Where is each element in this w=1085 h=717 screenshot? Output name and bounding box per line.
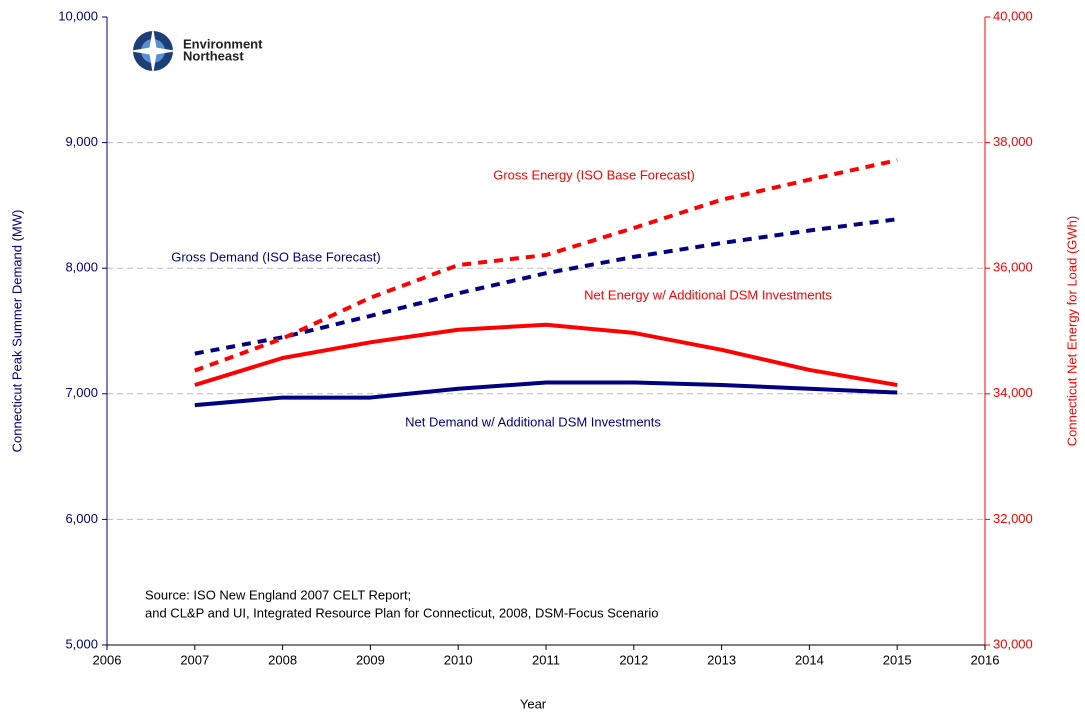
annotation: Net Demand w/ Additional DSM Investments bbox=[405, 414, 661, 429]
x-tick-label: 2015 bbox=[883, 652, 912, 667]
logo-icon bbox=[129, 47, 177, 55]
y2-tick-label: 30,000 bbox=[993, 636, 1033, 651]
y2-tick-label: 36,000 bbox=[993, 260, 1033, 275]
y-axis-title: Connecticut Peak Summer Demand (MW) bbox=[9, 210, 24, 453]
series-line bbox=[194, 380, 898, 408]
x-tick-label: 2014 bbox=[795, 652, 824, 667]
annotation: Net Energy w/ Additional DSM Investments bbox=[584, 287, 832, 302]
y-tick-label: 9,000 bbox=[65, 134, 98, 149]
y2-axis-title: Connecticut Net Energy for Load (GWh) bbox=[1064, 216, 1079, 447]
x-tick-label: 2007 bbox=[180, 652, 209, 667]
y2-tick-label: 32,000 bbox=[993, 511, 1033, 526]
x-tick-label: 2016 bbox=[971, 652, 1000, 667]
source-note: Source: ISO New England 2007 CELT Report… bbox=[145, 587, 411, 602]
y-tick-label: 10,000 bbox=[58, 8, 98, 23]
series-line bbox=[194, 217, 898, 356]
x-tick-label: 2011 bbox=[532, 652, 560, 667]
series-line bbox=[194, 322, 898, 387]
y-tick-label: 6,000 bbox=[65, 511, 98, 526]
y2-tick-label: 38,000 bbox=[993, 134, 1033, 149]
y-tick-label: 5,000 bbox=[65, 636, 98, 651]
x-tick-label: 2013 bbox=[707, 652, 736, 667]
x-axis-title: Year bbox=[520, 696, 547, 711]
x-tick-label: 2010 bbox=[444, 652, 473, 667]
annotation: Gross Demand (ISO Base Forecast) bbox=[171, 249, 381, 264]
y2-tick-label: 40,000 bbox=[993, 8, 1033, 23]
x-tick-label: 2008 bbox=[268, 652, 297, 667]
logo-text: Northeast bbox=[183, 48, 244, 63]
y-tick-label: 8,000 bbox=[65, 260, 98, 275]
y2-tick-label: 34,000 bbox=[993, 385, 1033, 400]
source-note: and CL&P and UI, Integrated Resource Pla… bbox=[145, 605, 659, 620]
x-tick-label: 2012 bbox=[619, 652, 648, 667]
x-tick-label: 2006 bbox=[93, 652, 122, 667]
logo-text: Environment bbox=[183, 36, 263, 51]
x-tick-label: 2009 bbox=[356, 652, 385, 667]
annotation: Gross Energy (ISO Base Forecast) bbox=[493, 167, 695, 182]
series-line bbox=[194, 158, 898, 373]
logo: Environment Northeast bbox=[129, 27, 263, 75]
y-tick-label: 7,000 bbox=[65, 385, 98, 400]
